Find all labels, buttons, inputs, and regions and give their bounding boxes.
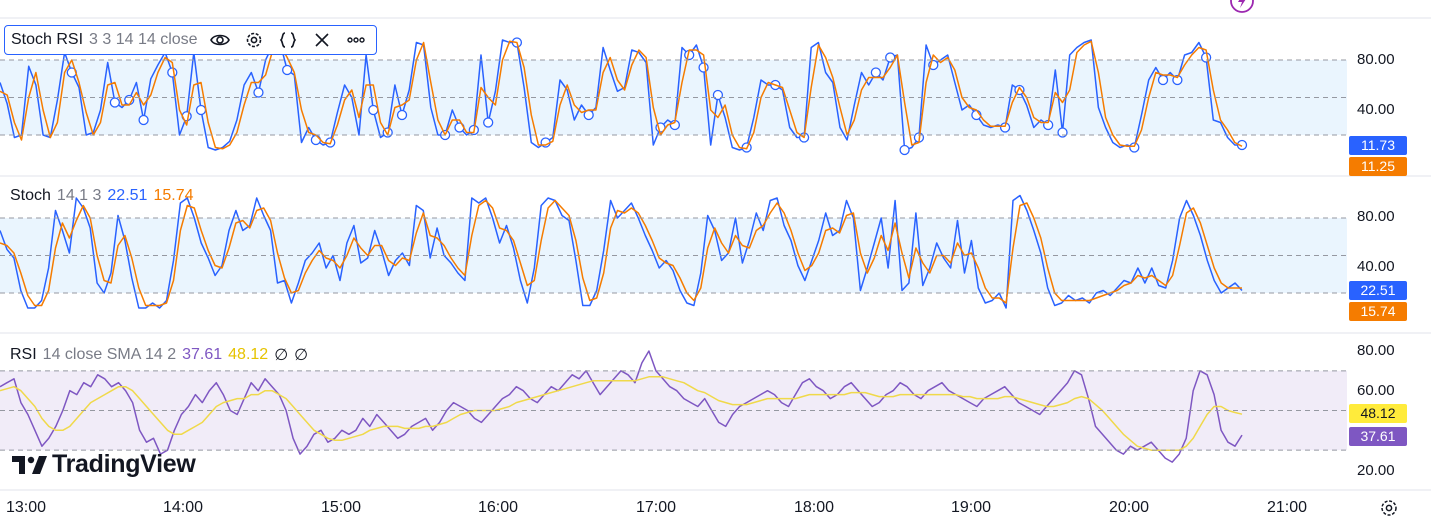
crossover-marker [870,67,882,78]
x-tick-label: 16:00 [477,499,519,516]
crossover-marker [698,62,709,73]
crossover-marker [167,67,178,78]
x-tick-label: 18:00 [793,499,835,516]
stoch-rsi-d-badge: 11.25 [1349,157,1407,176]
series-line-d [0,199,1242,307]
indicator-name: Stoch RSI [11,31,84,48]
stoch-rsi-k-badge: 11.73 [1349,136,1407,155]
more-icon[interactable] [344,28,368,52]
indicator-params: 14 close SMA 14 2 [42,346,177,363]
gear-icon[interactable] [1378,497,1400,519]
stoch-legend[interactable]: Stoch 14 1 3 22.51 15.74 [10,187,194,205]
y-tick-label: 80.00 [1357,342,1395,359]
crossover-marker [1057,127,1068,138]
crossover-marker [138,114,149,126]
rsi-value: 37.61 [182,346,223,363]
y-tick-label: 80.00 [1357,208,1395,225]
crossover-marker [195,104,207,116]
stoch-k-value: 22.51 [107,187,148,204]
indicator-name: RSI [10,346,37,363]
stoch-d-value: 15.74 [153,187,194,204]
crossover-marker [253,87,264,98]
crossover-marker [1172,74,1183,86]
rsi-sma-badge: 48.12 [1349,404,1407,423]
series-line-k [0,39,1242,151]
rsi-sma-value: 48.12 [228,346,269,363]
crossover-marker [396,109,408,121]
crossover-marker [310,134,322,146]
indicator-params: 14 1 3 [56,187,102,204]
crossover-marker [1236,139,1248,151]
crossover-marker [368,104,379,116]
gear-icon[interactable] [242,28,266,52]
series-line-d [0,40,1243,150]
series-line-sma [0,376,1243,451]
y-tick-label: 40.00 [1357,101,1395,118]
rsi-badge: 37.61 [1349,427,1407,446]
x-tick-label: 14:00 [162,499,204,516]
y-tick-label: 20.00 [1357,462,1395,479]
braces-icon[interactable] [276,28,300,52]
x-tick-label: 13:00 [5,499,47,516]
y-tick-label: 80.00 [1357,51,1395,68]
crossover-marker [999,122,1011,133]
lightning-icon[interactable] [1229,0,1255,14]
overbought-oversold-band [0,370,1347,451]
stoch-rsi-legend[interactable]: Stoch RSI 3 3 14 14 close [4,25,377,55]
x-tick-label: 15:00 [320,499,362,516]
x-tick-label: 17:00 [635,499,677,516]
crossover-marker [712,89,724,101]
stoch-d-badge: 15.74 [1349,302,1407,321]
stoch-k-badge: 22.51 [1349,281,1407,300]
crossover-marker [1129,142,1140,153]
crossover-marker [899,144,910,156]
indicator-name: Stoch [10,187,51,204]
y-tick-label: 40.00 [1357,258,1395,275]
crossover-marker [483,117,494,128]
indicator-params: 3 3 14 14 close [89,31,198,48]
crossover-marker [1200,52,1212,63]
crossover-marker [109,97,121,108]
tradingview-logo: TradingView [12,450,196,479]
crossover-marker [282,64,293,76]
rsi-empty-value: ∅ [294,347,309,364]
tradingview-wordmark: TradingView [52,450,196,478]
x-tick-label: 20:00 [1108,499,1150,516]
rsi-empty-value: ∅ [274,347,289,364]
crossover-marker [1157,74,1169,86]
x-tick-label: 19:00 [950,499,992,516]
y-tick-label: 60.00 [1357,382,1395,399]
eye-icon[interactable] [208,28,232,52]
tradingview-logo-mark [12,455,47,474]
x-tick-label: 21:00 [1266,499,1308,516]
rsi-legend[interactable]: RSI 14 close SMA 14 2 37.61 48.12 ∅ ∅ [10,345,308,365]
close-icon[interactable] [310,28,334,52]
